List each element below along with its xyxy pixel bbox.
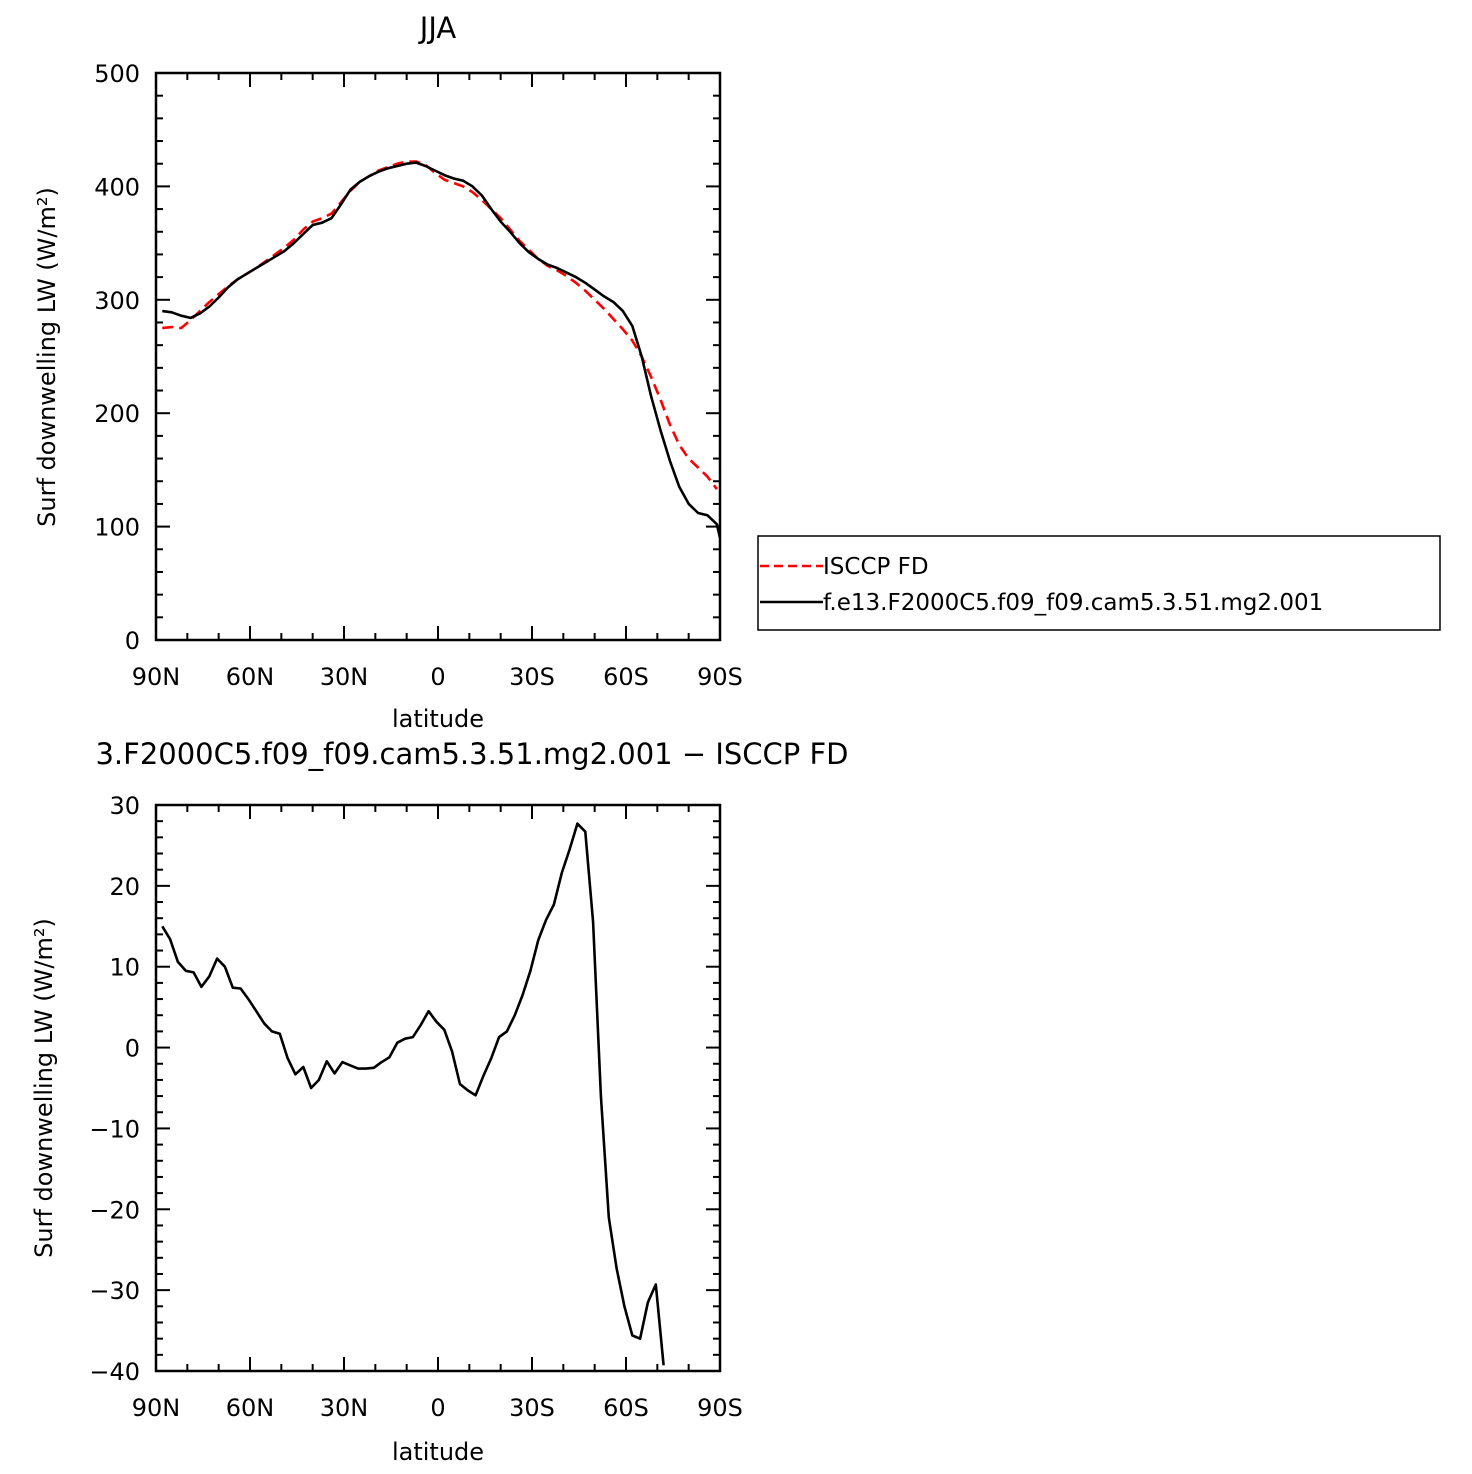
- top-y-tick-label: 500: [94, 60, 140, 88]
- bottom-y-tick-label: −10: [89, 1115, 140, 1143]
- top-chart-axes: 90N 60N 30N 0 30S 60S 90S 0 100 200 300 400 500: [94, 60, 743, 691]
- bottom-x-tick-label: 90S: [697, 1394, 743, 1422]
- bottom-y-tick-label: −20: [89, 1196, 140, 1224]
- legend: ISCCP FD f.e13.F2000C5.f09_f09.cam5.3.51…: [757, 535, 1441, 631]
- top-x-tick-label: 30S: [509, 663, 555, 691]
- top-plot-frame: [154, 71, 722, 642]
- top-chart-panel: JJA 90N 60N 30N 0 30S 60S 90S0100200300400500 …: [33, 11, 743, 733]
- top-x-tick-label: 90N: [132, 663, 181, 691]
- bottom-y-tick-label: 10: [109, 954, 140, 982]
- bottom-y-tick-label: 20: [109, 873, 140, 901]
- top-y-tick-label: 0: [125, 627, 140, 655]
- top-x-tick-label: 30N: [320, 663, 369, 691]
- top-series-isccp-fd-line: [162, 160, 718, 490]
- top-x-tick-label: 0: [430, 663, 445, 691]
- bottom-x-tick-label: 60S: [603, 1394, 649, 1422]
- top-y-axis-label: Surf downwelling LW (W/m²): [33, 187, 61, 527]
- bottom-chart-axes: 90N 60N 30N 0 30S 60S 90S 30 20 10 0 −10 −20 −30 −40: [89, 792, 743, 1422]
- bottom-x-tick-label: 30S: [509, 1394, 555, 1422]
- legend-label-model: f.e13.F2000C5.f09_f09.cam5.3.51.mg2.001: [823, 590, 1323, 616]
- top-x-axis-label: latitude: [392, 705, 484, 733]
- legend-box: [757, 535, 1441, 631]
- bottom-x-axis-label: latitude: [392, 1438, 484, 1466]
- bottom-x-tick-label: 30N: [320, 1394, 369, 1422]
- top-series-model-line: [162, 161, 722, 539]
- top-chart-series: [162, 160, 722, 539]
- bottom-y-tick-label: 30: [109, 792, 140, 820]
- bottom-x-tick-label: 60N: [226, 1394, 275, 1422]
- top-y-tick-label: 400: [94, 173, 140, 201]
- top-x-tick-label: 60S: [603, 663, 649, 691]
- top-y-tick-label: 300: [94, 287, 140, 315]
- bottom-chart-panel: 3.F2000C5.f09_f09.cam5.3.51.mg2.001 − IS…: [30, 737, 849, 1466]
- legend-label-isccp: ISCCP FD: [823, 554, 929, 580]
- bottom-y-axis-label: Surf downwelling LW (W/m²): [30, 918, 58, 1258]
- bottom-x-tick-label: 0: [430, 1394, 445, 1422]
- bottom-y-tick-label: −40: [89, 1358, 140, 1386]
- top-x-tick-label: 90S: [697, 663, 743, 691]
- bottom-chart-series: [161, 822, 665, 1366]
- top-y-tick-label: 200: [94, 400, 140, 428]
- bottom-y-tick-label: −30: [89, 1277, 140, 1305]
- bottom-x-tick-label: 90N: [132, 1394, 181, 1422]
- bottom-chart-title: 3.F2000C5.f09_f09.cam5.3.51.mg2.001 − IS…: [95, 737, 848, 771]
- top-y-tick-label: 100: [94, 514, 140, 542]
- bottom-series-difference-line: [161, 822, 665, 1366]
- top-chart-title: JJA: [418, 11, 457, 45]
- bottom-y-tick-label: 0: [125, 1035, 140, 1063]
- top-x-tick-label: 60N: [226, 663, 275, 691]
- bottom-plot-frame: [154, 803, 722, 1373]
